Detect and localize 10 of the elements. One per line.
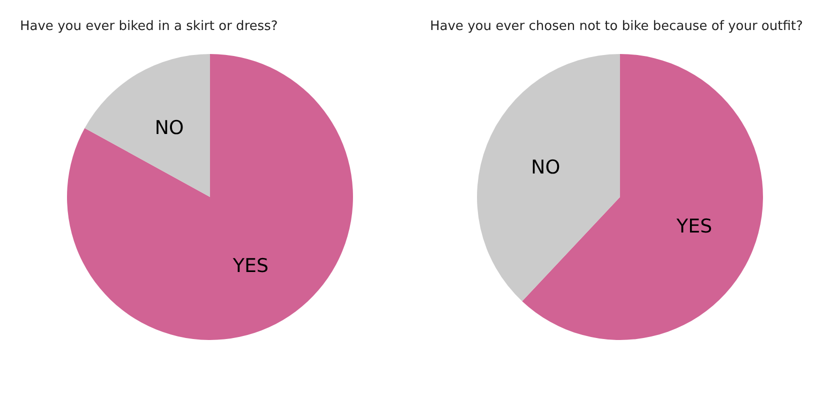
slice-label: NO [154,117,184,140]
chart-title: Have you ever chosen not to bike because of your outfit? [430,19,803,34]
slice-label: YES [232,254,269,277]
pie-slice [477,54,620,302]
pie-slice [84,54,210,197]
slice-label: YES [676,215,712,238]
pie-slice [522,54,763,340]
slice-label: NO [531,156,560,179]
pie-slice [67,54,353,340]
chart-title: Have you ever biked in a skirt or dress? [20,19,278,34]
